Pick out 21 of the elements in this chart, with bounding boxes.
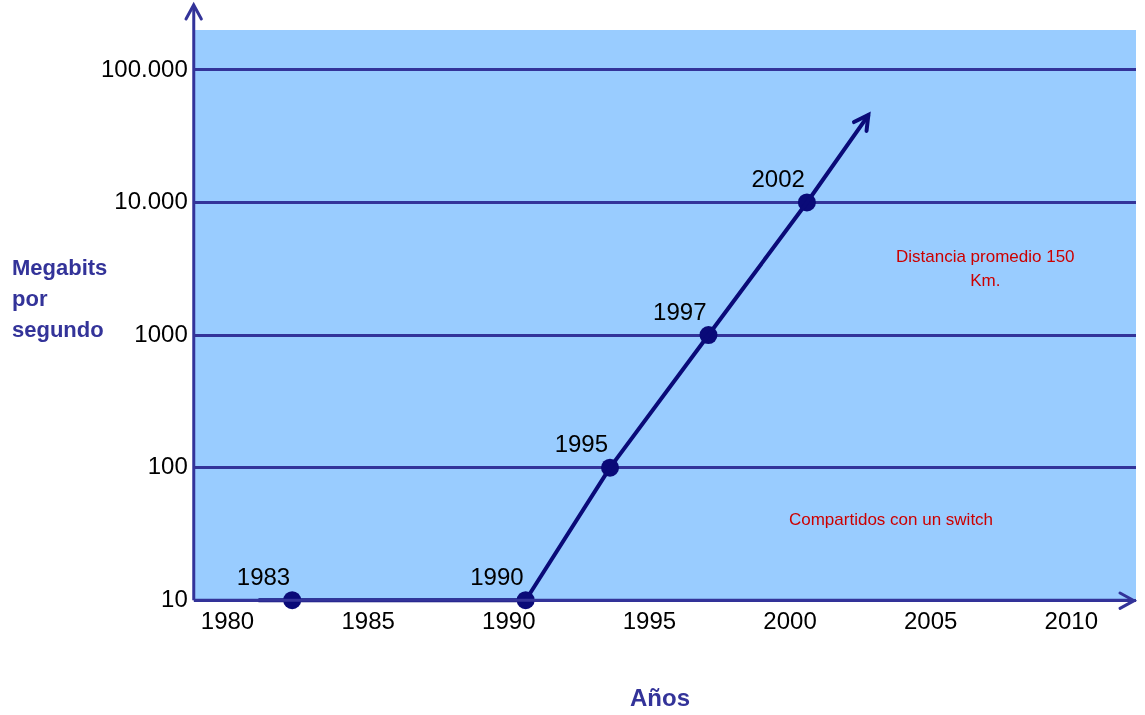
- x-tick-label: 2000: [763, 607, 817, 635]
- annotation: 2002: [751, 165, 805, 193]
- x-tick-label: 1990: [482, 607, 536, 635]
- y-tick-label: 100.000: [100, 54, 188, 82]
- y-tick-label: 10.000: [114, 187, 188, 215]
- annotation: Compartidos con un switch: [788, 510, 994, 530]
- annotation: 1983: [236, 562, 291, 590]
- annotation: 1990: [470, 562, 524, 590]
- annotation: 1997: [653, 297, 707, 325]
- x-axis-title: Años: [629, 684, 691, 712]
- x-tick-label: 1995: [622, 607, 677, 635]
- x-tick-label: 1980: [200, 607, 255, 635]
- annotation: Distancia promedio 150 Km.: [895, 247, 1075, 291]
- x-tick-label: 2005: [903, 607, 958, 635]
- y-tick-label: 10: [161, 584, 188, 612]
- y-axis-title: Megabits por segundo: [12, 254, 109, 344]
- x-tick-label: 2010: [1044, 607, 1098, 635]
- y-tick-label: 1000: [134, 319, 188, 347]
- y-tick-label: 100: [147, 452, 188, 480]
- x-tick-label: 1985: [341, 607, 395, 635]
- annotation: 1995: [554, 430, 609, 458]
